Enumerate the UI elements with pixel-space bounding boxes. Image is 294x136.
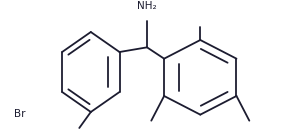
Text: NH₂: NH₂ (137, 1, 157, 11)
Text: Br: Br (14, 109, 26, 119)
